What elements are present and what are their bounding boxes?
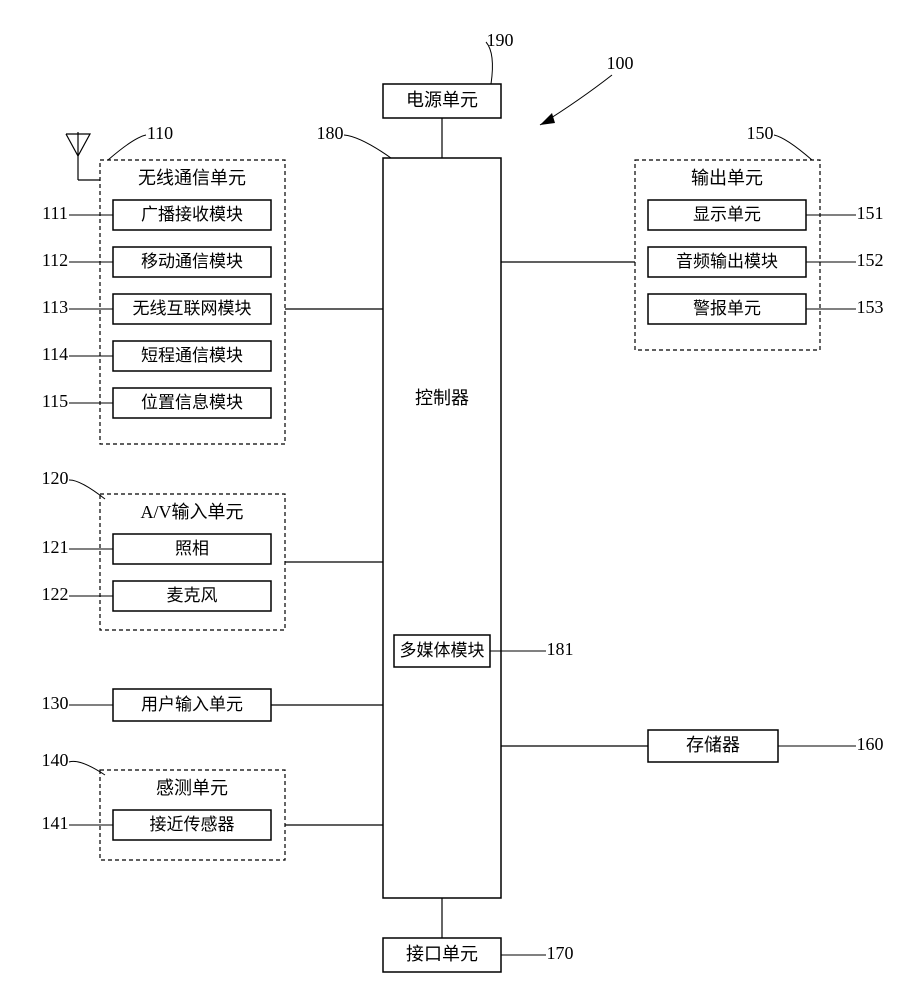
ref-114: 114: [42, 344, 68, 364]
ref-181: 181: [547, 639, 574, 659]
output-label: 警报单元: [693, 299, 761, 318]
ref-115: 115: [42, 391, 68, 411]
ref-153: 153: [857, 297, 884, 317]
memory-label: 存储器: [686, 735, 740, 755]
ref-190: 190: [487, 30, 514, 50]
controller-label: 控制器: [415, 388, 469, 408]
output-label: 音频输出模块: [676, 252, 778, 271]
wireless-item: 位置信息模块: [113, 388, 271, 418]
sensing-item: 接近传感器: [113, 810, 271, 840]
sensing-label: 接近传感器: [150, 815, 235, 834]
ref-111: 111: [42, 203, 68, 223]
multimedia-block: 多媒体模块: [394, 635, 490, 667]
ref-120: 120: [42, 468, 69, 488]
ref-150: 150: [747, 123, 774, 143]
wireless-item: 短程通信模块: [113, 341, 271, 371]
ref-141: 141: [42, 813, 69, 833]
controller-block: 控制器: [383, 158, 501, 898]
output-label: 显示单元: [693, 205, 761, 224]
ref-140: 140: [42, 750, 69, 770]
ref-113: 113: [42, 297, 68, 317]
user-input-block: 用户输入单元: [113, 689, 271, 721]
output-item: 音频输出模块: [648, 247, 806, 277]
ref-130: 130: [42, 693, 69, 713]
ref-122: 122: [42, 584, 69, 604]
av-label: 照相: [175, 539, 209, 558]
memory-block: 存储器: [648, 730, 778, 762]
ref-180: 180: [317, 123, 344, 143]
block-diagram: 电源单元 控制器 多媒体模块 接口单元 无线通信单元 广播接收模块移动通信模块无…: [0, 0, 921, 1000]
output-item: 警报单元: [648, 294, 806, 324]
av-label: 麦克风: [167, 586, 218, 605]
wireless-label: 移动通信模块: [141, 252, 243, 271]
av-item: 照相: [113, 534, 271, 564]
interface-label: 接口单元: [406, 944, 478, 964]
sensing-title: 感测单元: [156, 778, 228, 798]
ref-151: 151: [857, 203, 884, 223]
interface-block: 接口单元: [383, 938, 501, 972]
ref-112: 112: [42, 250, 68, 270]
wireless-item: 移动通信模块: [113, 247, 271, 277]
ref-100: 100: [607, 53, 634, 73]
ref-160: 160: [857, 734, 884, 754]
wireless-item: 广播接收模块: [113, 200, 271, 230]
ref-152: 152: [857, 250, 884, 270]
av-item: 麦克风: [113, 581, 271, 611]
ref-121: 121: [42, 537, 69, 557]
user-input-label: 用户输入单元: [141, 695, 243, 714]
output-item: 显示单元: [648, 200, 806, 230]
antenna-icon: [66, 132, 100, 180]
ref-110: 110: [147, 123, 173, 143]
av-title: A/V输入单元: [141, 502, 244, 522]
wireless-label: 短程通信模块: [141, 346, 243, 365]
wireless-label: 广播接收模块: [141, 205, 243, 224]
wireless-label: 无线互联网模块: [133, 299, 252, 318]
ref-170: 170: [547, 943, 574, 963]
power-unit-block: 电源单元: [383, 84, 501, 118]
wireless-title: 无线通信单元: [138, 168, 246, 188]
multimedia-label: 多媒体模块: [400, 641, 485, 660]
output-title: 输出单元: [691, 168, 763, 188]
power-unit-label: 电源单元: [406, 90, 478, 110]
wireless-item: 无线互联网模块: [113, 294, 271, 324]
wireless-label: 位置信息模块: [141, 393, 243, 412]
arrow-100: [540, 75, 612, 125]
